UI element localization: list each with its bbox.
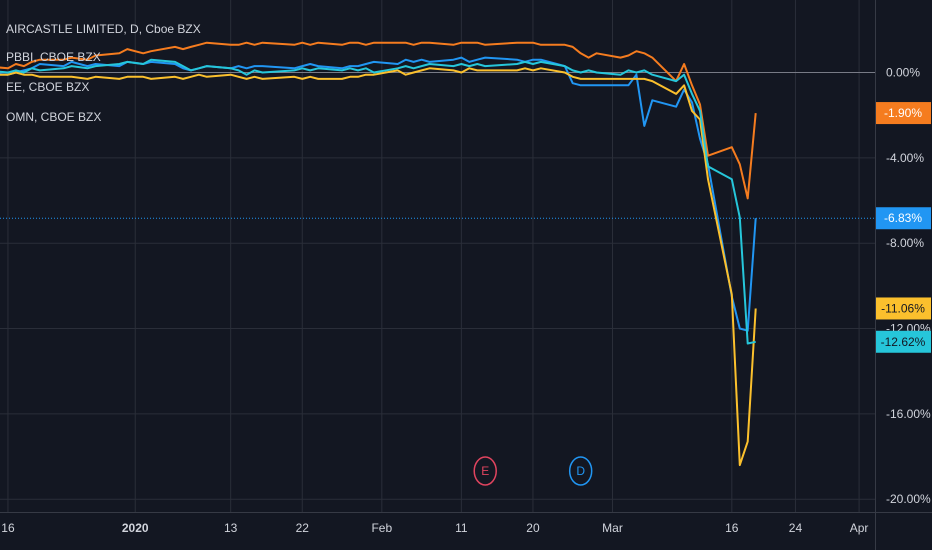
x-tick-label: 16 [1,521,15,535]
last-value-tag-1[interactable]: -6.83% [876,207,931,230]
event-marker-label: D [576,464,585,478]
event-marker-circle [568,456,593,486]
series-line-2[interactable] [0,67,757,467]
event-marker-e[interactable]: E [473,456,497,486]
event-marker-circle [473,456,497,486]
last-value-tag-label: -12.62% [881,335,926,349]
last-value-tag-2[interactable]: -11.06% [876,297,931,320]
x-tick-label: 22 [296,521,310,535]
last-value-tag-bg [876,297,931,320]
last-value-tag-bg [876,207,931,230]
x-tick-label: Feb [371,521,392,535]
event-marker-d[interactable]: D [568,456,593,486]
series-line-0[interactable] [0,41,757,200]
x-tick-label: 2020 [122,521,149,535]
x-tick-label: 11 [455,521,468,535]
last-value-tag-bg [876,102,931,125]
last-value-tag-bg [876,330,931,353]
y-tick-label: 0.00% [886,66,920,80]
event-marker-label: E [481,464,489,478]
x-tick-label: Apr [850,521,869,535]
x-tick-label: 13 [224,521,238,535]
x-tick-label: 24 [789,521,803,535]
x-tick-label: Mar [602,521,623,535]
y-tick-label: -16.00% [886,407,931,421]
legend-entry-ee[interactable]: EE, CBOE BZX [6,80,90,94]
last-value-tag-0[interactable]: -1.90% [876,102,931,125]
last-value-tag-label: -1.90% [884,106,922,120]
x-tick-label: 16 [725,521,739,535]
legend-entry-pbbi[interactable]: PBBI, CBOE BZX [6,50,101,64]
y-tick-label: -20.00% [886,492,931,506]
y-tick-label: -8.00% [886,236,924,250]
y-tick-label: -4.00% [886,151,924,165]
last-value-tag-3[interactable]: -12.62% [876,330,931,353]
legend-entry-omn[interactable]: OMN, CBOE BZX [6,110,102,124]
last-value-tag-label: -6.83% [884,211,922,225]
x-tick-label: 20 [526,521,540,535]
last-value-tag-label: -11.06% [881,301,925,315]
legend-title[interactable]: AIRCASTLE LIMITED, D, Cboe BZX [6,22,201,36]
series-line-3[interactable] [0,58,756,345]
